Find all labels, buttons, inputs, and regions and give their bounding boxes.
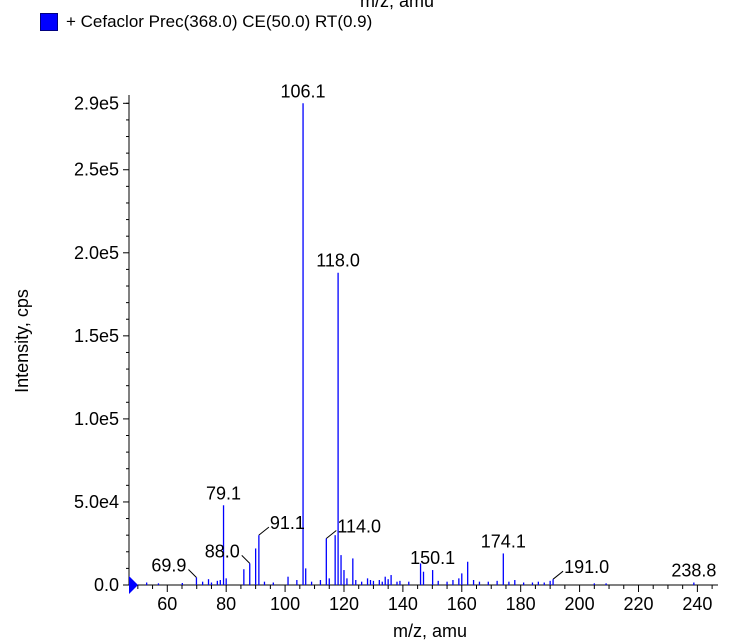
bars-layer bbox=[146, 103, 695, 585]
peak-label: 88.0 bbox=[205, 541, 240, 561]
y-tick-label: 1.0e5 bbox=[74, 409, 119, 429]
x-tick-label: 180 bbox=[506, 594, 536, 614]
peak-label: 106.1 bbox=[281, 81, 326, 101]
peak-label: 238.8 bbox=[671, 561, 716, 581]
y-tick-label: 0.0 bbox=[94, 575, 119, 595]
x-tick-label: 220 bbox=[623, 594, 653, 614]
x-tick-label: 120 bbox=[329, 594, 359, 614]
y-tick-label: 2.5e5 bbox=[74, 160, 119, 180]
label-leader bbox=[241, 555, 251, 564]
x-tick-label: 200 bbox=[565, 594, 595, 614]
peak-label: 91.1 bbox=[270, 513, 305, 533]
peak-label: 114.0 bbox=[337, 516, 381, 536]
peak-label: 69.9 bbox=[151, 556, 186, 576]
label-leader bbox=[552, 570, 564, 580]
peak-label: 150.1 bbox=[410, 548, 455, 568]
x-tick-label: 80 bbox=[216, 594, 236, 614]
label-leader bbox=[188, 569, 197, 578]
label-leader bbox=[258, 526, 270, 536]
x-tick-label: 140 bbox=[388, 594, 418, 614]
peak-label: 118.0 bbox=[316, 251, 360, 271]
x-tick-label: 160 bbox=[447, 594, 477, 614]
y-axis-label: Intensity, cps bbox=[12, 289, 32, 393]
y-tick-label: 2.0e5 bbox=[74, 243, 119, 263]
labels-layer: 106.1 118.0 79.1 91.1 114.0 88.0 174.1 150.1 69.… bbox=[151, 81, 716, 580]
legend-label: + Cefaclor Prec(368.0) CE(50.0) RT(0.9) bbox=[66, 12, 373, 31]
x-tick-label: 60 bbox=[157, 594, 177, 614]
peak-label: 174.1 bbox=[481, 531, 526, 551]
y-tick-label: 5.0e4 bbox=[74, 492, 119, 512]
cursor-marker bbox=[129, 576, 138, 594]
x-tick-label: 100 bbox=[270, 594, 300, 614]
axes-layer: 0.0 5.0e4 1.0e5 1.5e5 2.0e5 2.5e5 2.9e5 60 80 100… bbox=[74, 93, 718, 614]
y-tick-label: 1.5e5 bbox=[74, 326, 119, 346]
x-axis-label: m/z, amu bbox=[393, 621, 467, 641]
legend: + Cefaclor Prec(368.0) CE(50.0) RT(0.9) bbox=[40, 12, 372, 32]
x-tick-label: 240 bbox=[682, 594, 712, 614]
top-axis-label: m/z, amu bbox=[360, 0, 435, 11]
peak-label: 79.1 bbox=[206, 483, 241, 503]
legend-swatch bbox=[40, 13, 58, 31]
peak-label: 191.0 bbox=[564, 557, 609, 577]
y-tick-label: 2.9e5 bbox=[74, 93, 119, 113]
label-leader bbox=[326, 530, 337, 539]
